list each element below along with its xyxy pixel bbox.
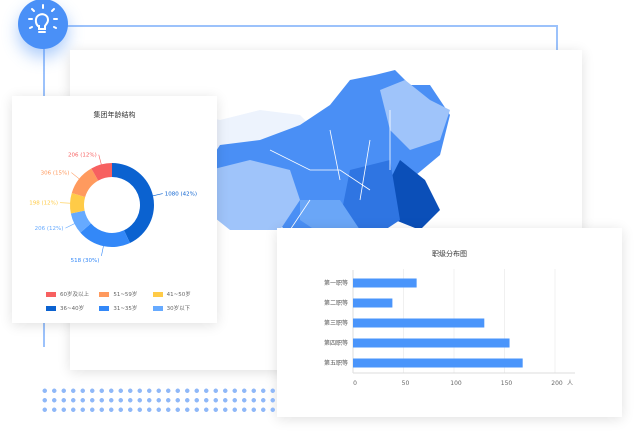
x-unit-label: 人 <box>567 380 573 387</box>
legend-swatch <box>99 306 110 311</box>
x-tick-label: 50 <box>402 380 410 387</box>
age-structure-card: 集团年龄结构 1080 (42%) 518 (30%) 206 (12%) 198 (… <box>12 96 217 323</box>
age-chart-title: 集团年龄结构 <box>93 111 136 119</box>
x-tick-label: 100 <box>450 380 462 387</box>
legend-label: 41~50岁 <box>166 292 191 298</box>
decorative-dots <box>40 386 275 416</box>
slice-label: 198 (12%) <box>29 201 58 207</box>
bar[interactable] <box>353 278 417 288</box>
x-tick-label: 0 <box>353 380 357 387</box>
label-leader <box>101 246 104 256</box>
legend-label: 60岁及以上 <box>60 292 89 298</box>
legend-item[interactable]: 36~40岁 <box>46 304 99 312</box>
legend-item[interactable]: 60岁及以上 <box>46 290 99 298</box>
lightbulb-icon <box>18 0 68 49</box>
bar[interactable] <box>353 358 523 368</box>
label-leader <box>152 193 163 197</box>
legend-item[interactable]: 31~35岁 <box>99 304 152 312</box>
slice-label: 1080 (42%) <box>165 192 197 198</box>
legend-label: 51~59岁 <box>113 292 138 298</box>
slice-label: 306 (15%) <box>41 171 70 177</box>
y-category-label: 第四职等 <box>324 339 348 347</box>
legend-swatch <box>99 292 110 297</box>
bar[interactable] <box>353 318 485 328</box>
legend-item[interactable]: 41~50岁 <box>152 290 206 298</box>
legend-swatch <box>46 292 56 297</box>
y-category-label: 第一职等 <box>324 279 348 287</box>
slice-label: 518 (30%) <box>71 258 100 264</box>
legend-item[interactable]: 30岁以下 <box>152 304 206 312</box>
legend-item[interactable]: 51~59岁 <box>99 290 152 298</box>
legend-swatch <box>152 306 163 311</box>
age-donut-chart: 1080 (42%) 518 (30%) 206 (12%) 198 (12%) 306… <box>29 153 197 264</box>
donut-slice[interactable] <box>91 163 112 181</box>
donut-slice[interactable] <box>80 223 130 247</box>
y-category-label: 第五职等 <box>324 359 348 367</box>
y-category-label: 第二职等 <box>324 299 348 307</box>
slice-label: 206 (12%) <box>68 153 97 159</box>
label-leader <box>65 223 75 229</box>
age-legend: 60岁及以上 51~59岁 41~50岁 36~40岁 31~35岁 30岁以下 <box>46 290 206 312</box>
donut-slice[interactable] <box>70 192 86 214</box>
donut-slice[interactable] <box>71 168 99 197</box>
x-tick-label: 150 <box>501 380 513 387</box>
donut-slice[interactable] <box>112 163 155 243</box>
donut-slice[interactable] <box>70 210 91 233</box>
legend-swatch <box>46 306 56 311</box>
grade-distribution-card: 职级分布图 0 50 100 150 200 人 第一职等第二职等第三职等第四职等第五职等 <box>277 228 622 417</box>
bar[interactable] <box>353 298 393 308</box>
slice-label: 206 (12%) <box>35 226 64 232</box>
bar[interactable] <box>353 338 510 348</box>
label-leader <box>71 172 80 180</box>
x-tick-label: 200 <box>551 380 563 387</box>
legend-label: 31~35岁 <box>113 306 138 312</box>
legend-label: 30岁以下 <box>166 306 191 312</box>
legend-label: 36~40岁 <box>60 306 85 312</box>
label-leader <box>98 154 102 165</box>
bar-chart-title: 职级分布图 <box>432 250 467 258</box>
legend-swatch <box>152 292 163 297</box>
y-category-label: 第三职等 <box>324 319 348 327</box>
